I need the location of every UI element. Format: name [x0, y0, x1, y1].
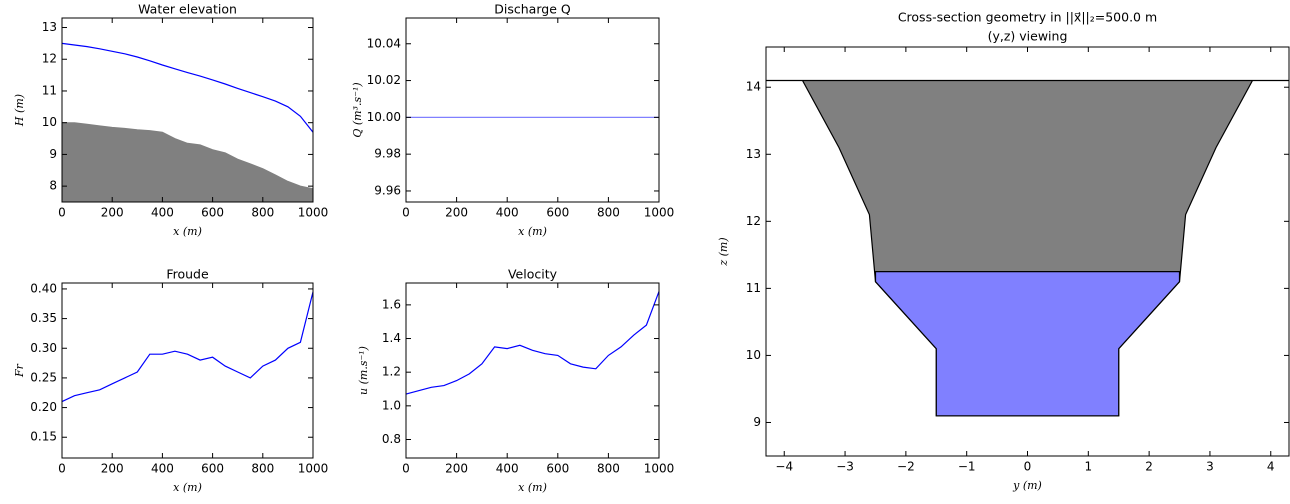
y-tick-label: 0.8 — [382, 432, 401, 446]
x-tick-label: −3 — [836, 460, 854, 474]
x-tick-label: 600 — [546, 462, 569, 476]
axes-frame — [405, 17, 660, 203]
x-tick-label: 1000 — [644, 206, 675, 220]
y-tick-label: 0.35 — [30, 311, 57, 325]
data-line — [61, 291, 314, 403]
y-tick-label: 0.40 — [30, 281, 57, 295]
x-tick-label: 800 — [597, 206, 620, 220]
x-axis-label: x (m) — [173, 225, 202, 238]
y-tick-label: 1.6 — [382, 297, 401, 311]
water-area — [874, 271, 1181, 417]
bed-line — [62, 122, 314, 190]
x-tick-label: 600 — [201, 462, 224, 476]
chart-title: Velocity — [508, 267, 558, 282]
x-tick-label: −4 — [775, 460, 793, 474]
y-tick-label: 11 — [746, 281, 761, 295]
data-line — [405, 291, 660, 395]
x-tick-label: 400 — [151, 462, 174, 476]
y-tick-label: 1.0 — [382, 398, 401, 412]
y-tick-label: 13 — [42, 20, 57, 34]
y-tick-label: 10 — [746, 348, 761, 362]
x-tick-label: 1000 — [298, 462, 329, 476]
x-tick-label: 0 — [402, 206, 410, 220]
y-tick-label: 14 — [746, 80, 761, 94]
y-tick-label: 9 — [49, 147, 57, 161]
x-tick-label: 1000 — [298, 206, 329, 220]
x-tick-label: 0 — [58, 206, 66, 220]
x-tick-label: 800 — [251, 462, 274, 476]
x-tick-label: 600 — [546, 206, 569, 220]
plot-area — [406, 283, 659, 458]
plot-area — [62, 283, 313, 458]
y-axis-label: H (m) — [13, 94, 26, 127]
y-tick-label: 10.00 — [367, 110, 401, 124]
x-tick-label: 400 — [496, 462, 519, 476]
x-tick-label: −2 — [897, 460, 915, 474]
x-tick-label: −1 — [958, 460, 976, 474]
chart-title: Discharge Q — [494, 2, 571, 17]
y-tick-label: 0.25 — [30, 370, 57, 384]
chart-title: Cross-section geometry in ||x⃗||₂=500.0 … — [898, 10, 1157, 25]
x-tick-label: 400 — [496, 206, 519, 220]
y-axis-label: z (m) — [717, 237, 730, 266]
y-tick-label: 8 — [49, 179, 57, 193]
plot-area — [406, 18, 659, 202]
x-tick-label: 0 — [58, 462, 66, 476]
x-tick-label: 2 — [1145, 460, 1153, 474]
axes-frame — [405, 282, 660, 459]
y-tick-label: 9.98 — [374, 147, 401, 161]
x-axis-label: y (m) — [1012, 479, 1042, 492]
x-tick-label: 600 — [201, 206, 224, 220]
chart-title: Froude — [166, 267, 209, 282]
x-tick-label: 4 — [1267, 460, 1275, 474]
x-tick-label: 3 — [1206, 460, 1214, 474]
x-tick-label: 1 — [1084, 460, 1092, 474]
x-tick-label: 200 — [101, 206, 124, 220]
y-tick-label: 0.30 — [30, 341, 57, 355]
chart-subtitle: (y,z) viewing — [988, 29, 1068, 44]
y-axis-label: Q (m³.s⁻¹) — [351, 82, 364, 137]
x-tick-label: 200 — [445, 206, 468, 220]
x-axis-label: x (m) — [173, 481, 202, 494]
axes-frame — [61, 17, 314, 203]
y-axis-label: Fr — [13, 363, 26, 378]
x-tick-label: 0 — [402, 462, 410, 476]
y-axis-label: u (m.s⁻¹) — [357, 346, 370, 395]
y-tick-label: 0.20 — [30, 400, 57, 414]
x-tick-label: 800 — [251, 206, 274, 220]
y-tick-label: 13 — [746, 147, 761, 161]
data-line — [61, 42, 314, 133]
axes-frame — [61, 282, 314, 459]
y-tick-label: 0.15 — [30, 430, 57, 444]
x-tick-label: 800 — [597, 462, 620, 476]
y-tick-label: 10 — [42, 115, 57, 129]
y-tick-label: 12 — [42, 52, 57, 66]
chart-title: Water elevation — [138, 2, 237, 17]
y-tick-label: 1.4 — [382, 331, 401, 345]
x-tick-label: 400 — [151, 206, 174, 220]
x-tick-label: 200 — [445, 462, 468, 476]
y-tick-label: 11 — [42, 83, 57, 97]
y-tick-label: 10.02 — [367, 73, 401, 87]
y-tick-label: 1.2 — [382, 365, 401, 379]
x-axis-label: x (m) — [518, 481, 547, 494]
x-axis-label: x (m) — [518, 225, 547, 238]
x-tick-label: 0 — [1024, 460, 1032, 474]
bed-fill — [62, 122, 313, 202]
y-tick-label: 10.04 — [367, 36, 401, 50]
y-tick-label: 12 — [746, 214, 761, 228]
y-tick-label: 9.96 — [374, 183, 401, 197]
x-tick-label: 200 — [101, 462, 124, 476]
x-tick-label: 1000 — [644, 462, 675, 476]
y-tick-label: 9 — [753, 415, 761, 429]
